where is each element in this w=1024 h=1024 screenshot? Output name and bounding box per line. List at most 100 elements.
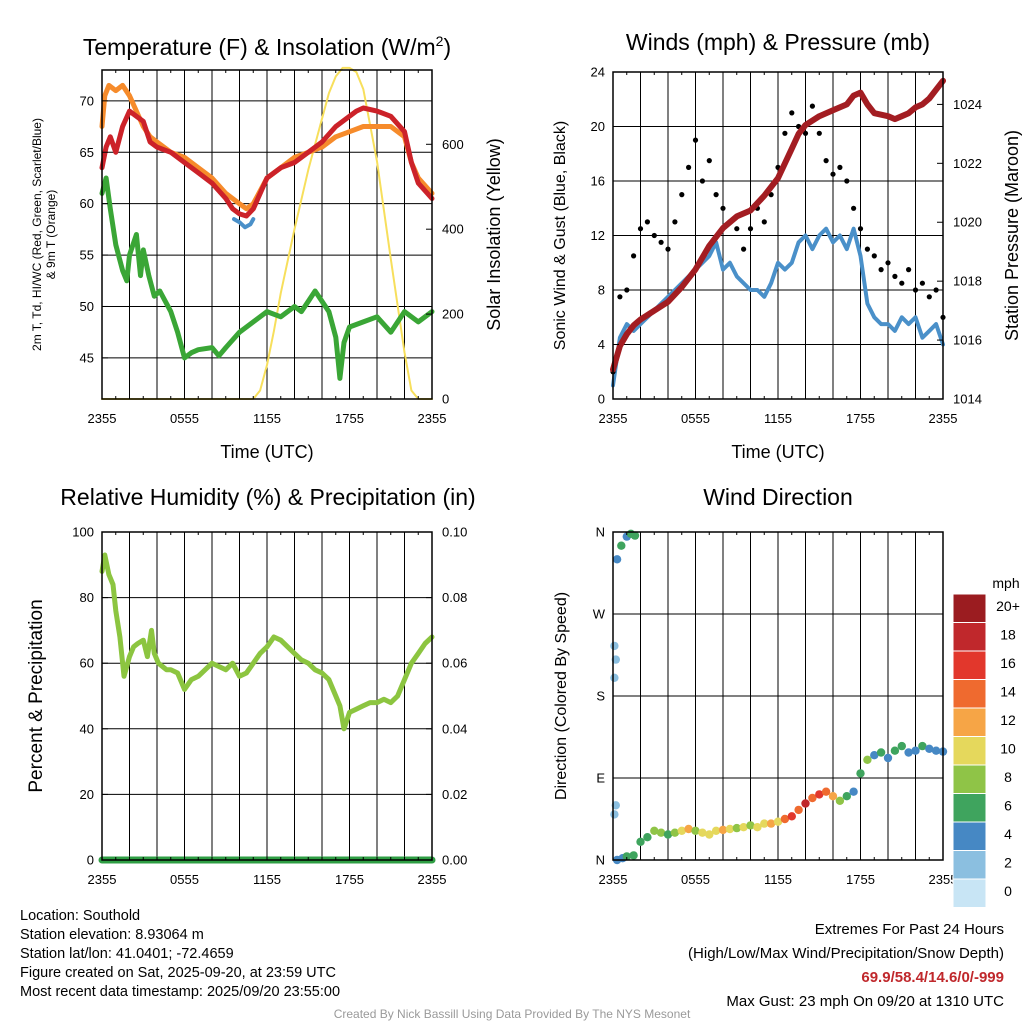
y-axis-label-temperature-2: & 9m T (Orange) bbox=[44, 190, 58, 280]
gust-point bbox=[802, 130, 809, 136]
x-tick-label-2: 2355 bbox=[929, 411, 958, 426]
y-tick-label-2: 4 bbox=[598, 337, 605, 352]
wind-direction-point bbox=[870, 751, 879, 760]
y2-tick-label-2: 1018 bbox=[953, 274, 982, 289]
y-tick-label-4: E bbox=[596, 771, 605, 786]
wind-direction-point bbox=[821, 787, 831, 796]
extremes-subtitle: (High/Low/Max Wind/Precipitation/Snow De… bbox=[688, 945, 1004, 962]
y-axis-label-winds: Sonic Wind & Gust (Blue, Black) bbox=[552, 121, 569, 350]
y2-tick-label-3: 0.02 bbox=[442, 787, 467, 802]
gust-point bbox=[624, 287, 630, 293]
legend-swatch bbox=[952, 793, 987, 823]
wind-direction-point bbox=[904, 748, 913, 757]
elevation-text: Station elevation: 8.93064 m bbox=[20, 927, 204, 943]
wind-direction-point bbox=[610, 810, 619, 819]
y-tick-label-1: 60 bbox=[80, 196, 94, 211]
gust-point bbox=[637, 226, 644, 232]
chart-title-wind-direction: Wind Direction bbox=[703, 484, 853, 510]
x-tick-label-4: 2355 bbox=[599, 872, 628, 887]
x-tick-label-4: 1755 bbox=[846, 872, 875, 887]
legend-title: mph bbox=[992, 575, 1019, 591]
wind-direction-point bbox=[725, 824, 735, 834]
y-tick-label-2: 16 bbox=[591, 174, 605, 189]
y-tick-label-2: 24 bbox=[591, 65, 605, 80]
wind-direction-point bbox=[698, 828, 707, 837]
legend-label: 10 bbox=[1000, 741, 1016, 757]
wind-direction-point bbox=[711, 826, 721, 835]
y2-tick-label-2: 1024 bbox=[953, 97, 982, 112]
legend-swatch bbox=[952, 736, 987, 766]
gust-point bbox=[906, 267, 912, 273]
y-tick-label-4: W bbox=[593, 607, 606, 622]
y2-tick-label-3: 0.00 bbox=[442, 853, 467, 868]
heat-index-line bbox=[232, 217, 256, 230]
latlon-text: Station lat/lon: 41.0401; -72.4659 bbox=[20, 946, 234, 962]
location-text: Location: Southold bbox=[20, 908, 141, 924]
wind-direction-point bbox=[863, 755, 872, 764]
gust-point bbox=[713, 192, 719, 198]
wind-direction-point bbox=[773, 817, 783, 826]
y2-axis-label-insolation: Solar Insolation (Yellow) bbox=[484, 138, 504, 330]
gust-point bbox=[809, 103, 816, 109]
y-tick-label-1: 50 bbox=[80, 299, 94, 314]
legend-swatch bbox=[952, 593, 987, 623]
y-tick-label-4: N bbox=[596, 525, 605, 540]
x-tick-label-1: 2355 bbox=[88, 411, 117, 426]
gust-point bbox=[747, 226, 754, 232]
wind-direction-point bbox=[931, 746, 941, 755]
y-tick-label-2: 0 bbox=[598, 392, 605, 407]
gust-point bbox=[844, 178, 850, 184]
title-main: Temperature (F) & Insolation (W/m bbox=[83, 34, 436, 60]
y2-tick-label-2: 1016 bbox=[953, 333, 982, 348]
y-tick-label-3: 0 bbox=[87, 853, 94, 868]
x-axis-label-temperature: Time (UTC) bbox=[220, 442, 313, 462]
gust-point bbox=[658, 239, 664, 245]
wind-direction-point bbox=[794, 805, 803, 815]
wind-direction-point bbox=[746, 821, 755, 830]
x-tick-label-1: 0555 bbox=[170, 411, 199, 426]
wind-direction-point bbox=[890, 746, 900, 755]
y-axis-label-direction: Direction (Colored By Speed) bbox=[553, 592, 570, 800]
wind-direction-point bbox=[897, 741, 906, 751]
legend-swatch bbox=[952, 850, 987, 880]
y2-tick-label-2: 1020 bbox=[953, 215, 982, 230]
y2-tick-label-1: 200 bbox=[442, 307, 464, 322]
recent-data-text: Most recent data timestamp: 2025/09/20 2… bbox=[20, 984, 341, 1000]
title-end: ) bbox=[443, 34, 451, 60]
gust-point bbox=[665, 246, 671, 252]
gust-point bbox=[651, 232, 657, 239]
2m-temp-line bbox=[99, 105, 435, 219]
x-tick-label-4: 0555 bbox=[681, 872, 710, 887]
wind-direction-point bbox=[732, 823, 741, 833]
wind-direction-point bbox=[780, 814, 790, 824]
wind-direction-point bbox=[612, 555, 622, 564]
x-tick-label-2: 1755 bbox=[846, 411, 875, 426]
wind-direction-point bbox=[918, 741, 927, 751]
wind-direction-point bbox=[842, 792, 851, 801]
legend-swatch bbox=[952, 650, 987, 680]
wind-direction-point bbox=[801, 799, 810, 808]
wind-direction-point bbox=[622, 852, 631, 861]
chart-title-winds: Winds (mph) & Pressure (mb) bbox=[626, 29, 930, 55]
wind-direction-point bbox=[610, 673, 619, 682]
legend-label: 18 bbox=[1000, 627, 1016, 643]
legend-label: 8 bbox=[1004, 769, 1012, 785]
wind-direction-point bbox=[677, 826, 686, 835]
x-tick-label-3: 1755 bbox=[335, 872, 364, 887]
wind-direction-point bbox=[828, 792, 838, 801]
legend-swatch bbox=[952, 821, 987, 851]
legend-swatch bbox=[952, 679, 987, 709]
y2-tick-label-3: 0.08 bbox=[442, 590, 467, 605]
y-tick-label-2: 8 bbox=[598, 283, 605, 298]
x-tick-label-2: 1155 bbox=[764, 411, 792, 426]
relative-humidity-line bbox=[99, 552, 435, 732]
gust-point bbox=[782, 130, 788, 136]
gust-point bbox=[692, 137, 699, 143]
legend-label: 0 bbox=[1004, 883, 1012, 899]
legend-label: 6 bbox=[1004, 798, 1012, 814]
y-tick-label-1: 70 bbox=[80, 93, 94, 108]
extremes-info: Extremes For Past 24 Hours (High/Low/Max… bbox=[688, 918, 1004, 1014]
y2-tick-label-2: 1014 bbox=[953, 392, 982, 407]
credit-text: Created By Nick Bassill Using Data Provi… bbox=[333, 1007, 691, 1021]
